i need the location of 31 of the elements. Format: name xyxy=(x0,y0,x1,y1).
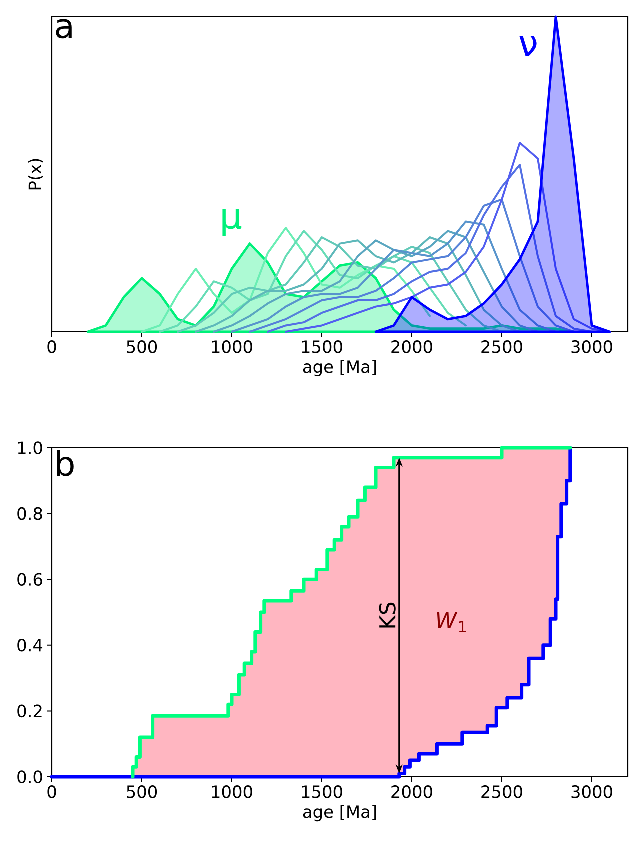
ref-line-label: KS xyxy=(379,602,396,628)
x-tick-label: 2500 xyxy=(482,340,522,354)
line-series xyxy=(131,446,572,779)
x-tick-label: 0 xyxy=(48,786,56,798)
x-tick-label: 500 xyxy=(127,786,158,798)
x-tick-label: 2000 xyxy=(392,340,432,354)
line-series xyxy=(50,446,572,779)
y-tick-label: 0.4 xyxy=(18,638,43,652)
x-tick-label: 3000 xyxy=(572,340,612,354)
series-label: ν xyxy=(520,36,537,56)
x-tick-label: 1500 xyxy=(302,786,342,798)
chart-title: a xyxy=(56,19,72,39)
x-axis-title: age [Ma] xyxy=(303,360,376,377)
y-tick-label: 0.6 xyxy=(18,573,42,586)
x-tick-label: 2000 xyxy=(392,786,432,798)
y-tick-label: 0.2 xyxy=(18,704,42,718)
y-tick-label: 0.0 xyxy=(18,770,42,784)
y-tick-label: 1.0 xyxy=(18,442,42,454)
x-tick-label: 3000 xyxy=(572,786,612,798)
y-tick-label: 0.8 xyxy=(18,507,42,520)
x-tick-label: 1000 xyxy=(212,340,252,354)
x-tick-label: 500 xyxy=(127,340,158,354)
x-tick-label: 0 xyxy=(48,340,56,354)
chart-title: b xyxy=(57,450,74,476)
y-axis-title: P(x) xyxy=(28,159,44,190)
series-label: μ xyxy=(222,209,242,236)
x-tick-label: 1500 xyxy=(302,340,342,354)
annotation: W$_{1}$ xyxy=(437,612,466,632)
x-tick-label: 1000 xyxy=(212,786,252,798)
x-axis-title: age [Ma] xyxy=(303,805,376,822)
x-tick-label: 2500 xyxy=(482,786,522,798)
